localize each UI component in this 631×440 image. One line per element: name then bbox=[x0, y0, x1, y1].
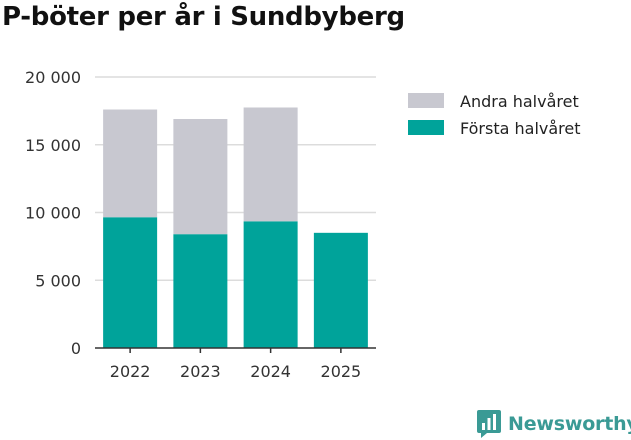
y-tick-label: 5 000 bbox=[35, 271, 81, 290]
y-tick-label: 0 bbox=[71, 339, 81, 358]
bar-segment bbox=[173, 119, 228, 235]
newsworthy-icon bbox=[477, 410, 501, 438]
axes: 0 5 000 10 000 15 000 20 000 2022 2023 2024 2025 bbox=[25, 68, 376, 381]
legend-swatch bbox=[408, 93, 444, 108]
bar-segment bbox=[243, 221, 298, 348]
legend-swatch bbox=[408, 120, 444, 135]
bar-segment bbox=[103, 109, 158, 218]
legend-label: Första halvåret bbox=[460, 119, 581, 138]
x-tick-label: 2025 bbox=[321, 362, 362, 381]
legend: Andra halvåret Första halvåret bbox=[408, 92, 581, 138]
brand-name: Newsworthy bbox=[508, 413, 631, 435]
bar-segment bbox=[103, 217, 158, 348]
bar-segment bbox=[313, 232, 368, 348]
legend-label: Andra halvåret bbox=[460, 92, 579, 111]
x-tick-label: 2024 bbox=[250, 362, 291, 381]
y-tick-label: 10 000 bbox=[25, 204, 81, 223]
x-tick-label: 2023 bbox=[180, 362, 221, 381]
bars bbox=[103, 107, 368, 348]
newsworthy-logo: Newsworthy bbox=[476, 408, 631, 440]
chart-title: P-böter per år i Sundbyberg bbox=[2, 2, 405, 32]
bar-segment bbox=[173, 234, 228, 348]
y-tick-label: 15 000 bbox=[25, 136, 81, 155]
x-tick-label: 2022 bbox=[110, 362, 151, 381]
bar-segment bbox=[243, 107, 298, 222]
y-tick-label: 20 000 bbox=[25, 68, 81, 87]
